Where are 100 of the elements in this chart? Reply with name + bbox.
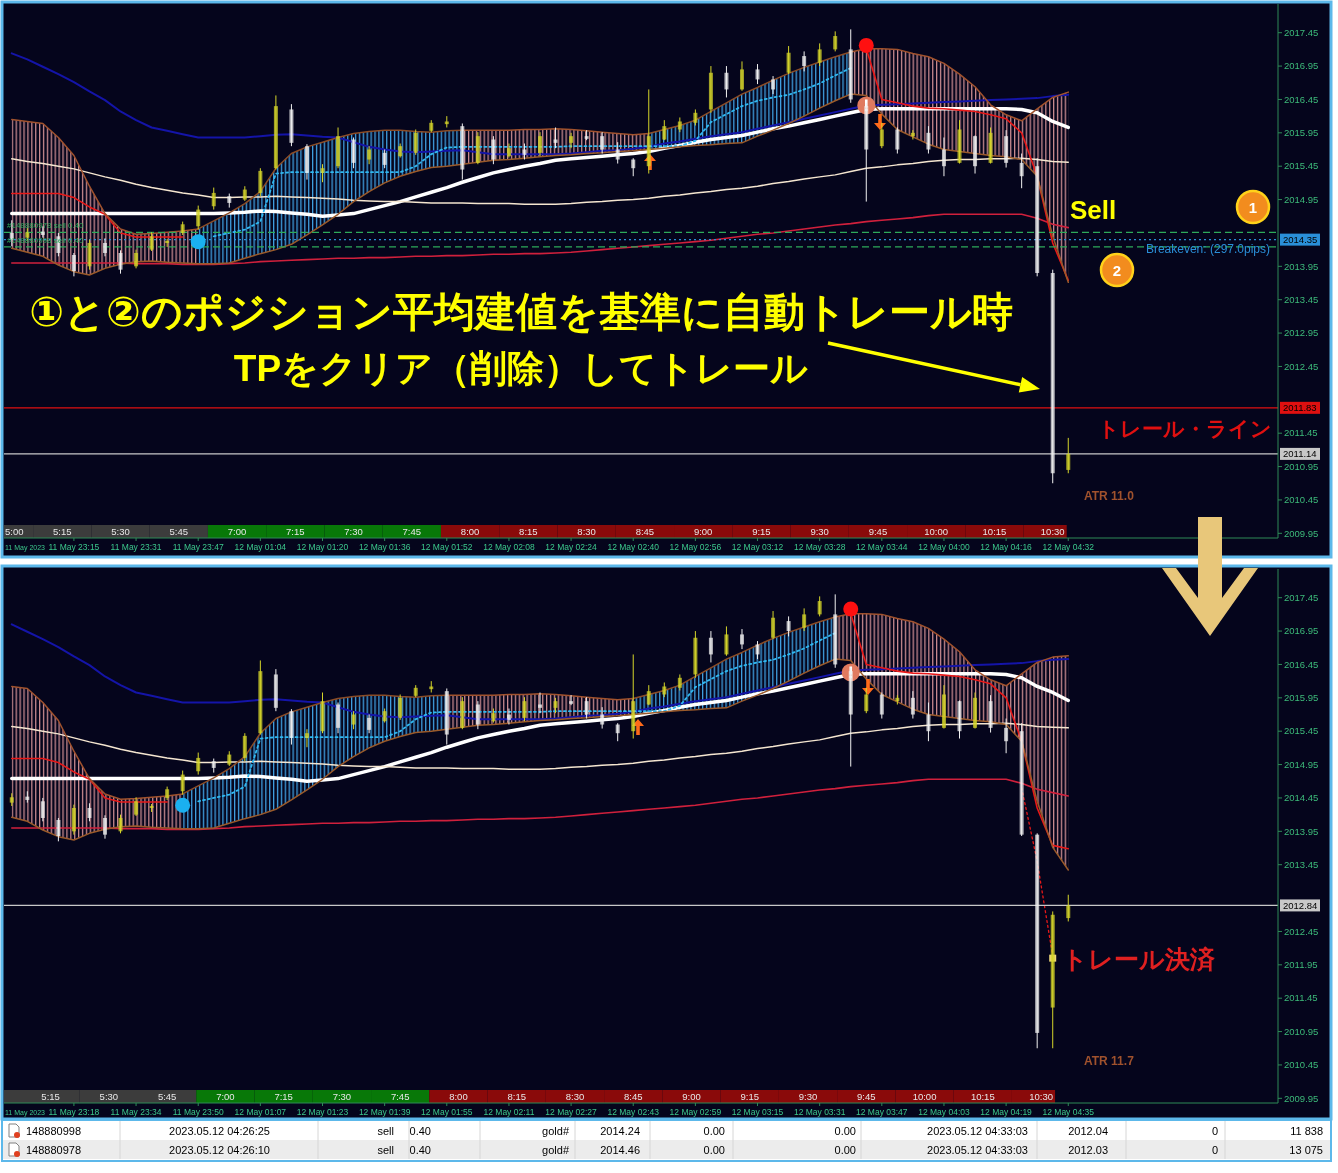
annotation: 8:15 [519, 526, 538, 537]
x-tick-label: 12 May 03:12 [731, 542, 784, 552]
text: 2014.46 [600, 1144, 640, 1156]
x-tick-label: 12 May 03:28 [793, 542, 846, 552]
annotation: 7:30 [332, 1091, 352, 1102]
text: 0 [1211, 1144, 1218, 1156]
text: 2012.03 [1068, 1144, 1108, 1156]
annotation: 8:00 [460, 526, 480, 537]
annotation: 10:30 [1029, 1091, 1053, 1102]
annotation: 2011.14 [1283, 448, 1317, 460]
x-tick-label: 12 May 02:56 [669, 542, 722, 552]
text: 148880998 [26, 1125, 82, 1137]
x-tick-label: 12 May 02:27 [545, 1107, 598, 1117]
y-tick-label: 2014.95 [1284, 193, 1319, 205]
x-tick-label: 12 May 04:19 [980, 1107, 1033, 1117]
y-tick-label: 2011.45 [1284, 992, 1318, 1004]
x-tick-label: 11 May 23:34 [110, 1107, 162, 1117]
annotation: ATR 11.7 [1084, 1054, 1135, 1068]
text: 13 075 [1289, 1144, 1323, 1156]
annotation: 5:00 [5, 526, 24, 537]
y-tick-label: 2013.95 [1284, 260, 1319, 272]
annotation: 8:15 [507, 1091, 526, 1102]
x-tick-label: 11 May 23:18 [48, 1107, 100, 1117]
y-tick-label: 2016.95 [1284, 60, 1319, 72]
y-tick-label: 2016.45 [1284, 658, 1319, 670]
annotation: 9:00 [682, 1091, 701, 1102]
y-tick-label: 2011.45 [1284, 427, 1318, 439]
x-tick-label: 12 May 02:43 [607, 1107, 660, 1117]
y-tick-label: 2015.95 [1284, 692, 1319, 704]
annotation: 2014.35 [1283, 234, 1318, 246]
y-tick-label: 2010.45 [1284, 494, 1319, 506]
x-tick-label: 12 May 01:04 [234, 542, 287, 552]
y-tick-label: 2015.95 [1284, 127, 1319, 139]
y-tick-label: 2012.45 [1284, 360, 1319, 372]
text: 2023.05.12 04:33:03 [927, 1125, 1028, 1137]
annotation: 10:15 [970, 1091, 995, 1102]
annotation: 7:30 [344, 526, 363, 537]
annotation: 9:45 [857, 1091, 876, 1102]
annotation: 5:30 [111, 526, 130, 537]
text: 0.00 [834, 1125, 856, 1137]
y-tick-label: 2016.95 [1284, 625, 1319, 637]
y-tick-label: 2017.45 [1284, 591, 1319, 603]
annotation: 9:45 [868, 526, 888, 537]
annotation: 10:00 [924, 526, 949, 537]
annotation: 5:15 [53, 526, 72, 537]
y-tick-label: 2010.95 [1284, 1025, 1319, 1037]
text: 2023.05.12 04:26:10 [169, 1144, 270, 1156]
annotation: 7:00 [227, 526, 247, 537]
x-tick-label: 12 May 03:15 [731, 1107, 784, 1117]
annotation: 7:45 [390, 1091, 410, 1102]
text: 0.40 [409, 1125, 431, 1137]
annotation: 7:15 [274, 1091, 293, 1102]
y-tick-label: 2009.95 [1284, 527, 1319, 539]
text: 0.00 [834, 1144, 856, 1156]
text: 0.40 [409, 1144, 431, 1156]
text: 2023.05.12 04:33:03 [927, 1144, 1028, 1156]
x-tick-label: 11 May 23:31 [110, 542, 162, 552]
annotation: ATR 11.0 [1084, 489, 1135, 503]
annotation: 7:45 [402, 526, 422, 537]
annotation: 7:15 [286, 526, 305, 537]
text: 2023.05.12 04:26:25 [169, 1125, 270, 1137]
x-tick-label: 11 May 23:15 [48, 542, 100, 552]
y-tick-label: 2012.95 [1284, 327, 1319, 339]
text: sell [377, 1125, 394, 1137]
annotation: 7:00 [216, 1091, 235, 1102]
x-tick-label: 12 May 02:11 [483, 1107, 535, 1117]
text: 148880978 [26, 1144, 82, 1156]
y-tick-label: 2010.45 [1284, 1059, 1319, 1071]
y-tick-label: 2016.45 [1284, 93, 1319, 105]
y-tick-label: 2010.95 [1284, 460, 1319, 472]
x-tick-label: 12 May 04:35 [1042, 1107, 1095, 1117]
x-tick-label: 12 May 04:00 [918, 542, 970, 552]
text: gold# [542, 1144, 570, 1156]
text: 11 838 [1290, 1125, 1323, 1137]
x-tick-label: 12 May 02:40 [607, 542, 660, 552]
x-tick-label: 12 May 03:31 [793, 1107, 846, 1117]
annotation: 8:45 [623, 1091, 643, 1102]
text: 0.00 [703, 1144, 725, 1156]
x-tick-label: 12 May 04:16 [980, 542, 1033, 552]
y-tick-label: 2015.45 [1284, 725, 1319, 737]
annotation: 9:30 [810, 526, 829, 537]
y-tick-label: 2013.45 [1284, 293, 1319, 305]
annotation: 10:30 [1040, 526, 1065, 537]
y-tick-label: 2011.95 [1284, 959, 1318, 971]
annotation: 2011.83 [1283, 402, 1317, 414]
y-tick-label: 2012.45 [1284, 925, 1319, 937]
annotation: 10:00 [912, 1091, 937, 1102]
annotation: 2 [1112, 261, 1122, 279]
x-tick-label: 11 May 23:47 [172, 542, 224, 552]
annotation: 9:15 [740, 1091, 760, 1102]
annotation: 2012.84 [1283, 899, 1318, 911]
annotation: 9:00 [693, 526, 713, 537]
ref-line-label: トレール・ライン [1098, 416, 1272, 440]
annotation: 1 [1248, 198, 1258, 216]
x-tick-label: 11 May 23:50 [172, 1107, 224, 1117]
x-tick-label: 12 May 02:24 [545, 542, 598, 552]
x-tick-label: 12 May 01:39 [358, 1107, 411, 1117]
x-tick-label: 12 May 01:23 [296, 1107, 349, 1117]
x-tick-label: 12 May 04:32 [1042, 542, 1095, 552]
y-tick-label: 2013.45 [1284, 858, 1319, 870]
